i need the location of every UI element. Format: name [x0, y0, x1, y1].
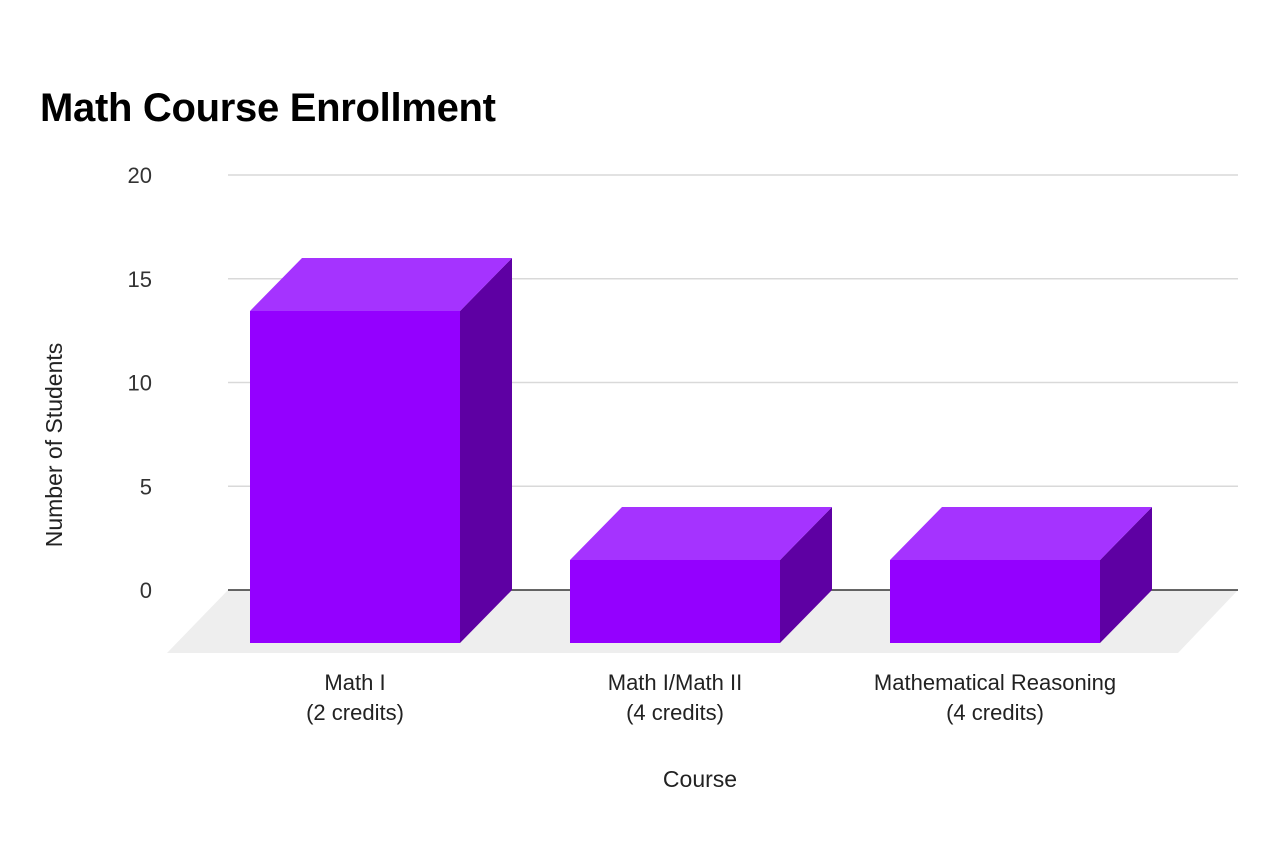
- x-tick-label-line: (4 credits): [946, 700, 1044, 725]
- x-tick-label-line: Math I/Math II: [608, 670, 743, 695]
- y-axis-title: Number of Students: [41, 343, 67, 548]
- x-tick-label-line: (4 credits): [626, 700, 724, 725]
- chart-title: Math Course Enrollment: [40, 86, 496, 130]
- bar-side-face: [780, 507, 832, 643]
- bar: [890, 507, 1152, 643]
- bar-side-face: [1100, 507, 1152, 643]
- bar-side-face: [460, 258, 512, 643]
- x-axis-title: Course: [663, 766, 737, 792]
- y-tick-label: 15: [128, 267, 152, 292]
- y-ticks-layer: 0 5 10 15 20: [128, 163, 152, 603]
- x-tick-label: Math I (2 credits): [306, 670, 404, 725]
- bar-front-face: [570, 560, 780, 643]
- x-tick-label-line: (2 credits): [306, 700, 404, 725]
- bar-top-face: [250, 258, 512, 311]
- y-tick-label: 0: [140, 578, 152, 603]
- bar-top-face: [570, 507, 832, 560]
- x-tick-label-line: Mathematical Reasoning: [874, 670, 1116, 695]
- bar: [250, 258, 512, 643]
- x-tick-label: Mathematical Reasoning (4 credits): [874, 670, 1116, 725]
- bar-front-face: [890, 560, 1100, 643]
- x-tick-label: Math I/Math II (4 credits): [608, 670, 743, 725]
- bars-layer: [250, 258, 1152, 643]
- y-tick-label: 10: [128, 371, 152, 396]
- x-tick-label-line: Math I: [324, 670, 385, 695]
- bar-top-face: [890, 507, 1152, 560]
- bar: [570, 507, 832, 643]
- y-tick-label: 20: [128, 163, 152, 188]
- x-ticks-layer: Math I (2 credits) Math I/Math II (4 credit…: [306, 670, 1116, 725]
- y-tick-label: 5: [140, 474, 152, 499]
- bar-front-face: [250, 311, 460, 643]
